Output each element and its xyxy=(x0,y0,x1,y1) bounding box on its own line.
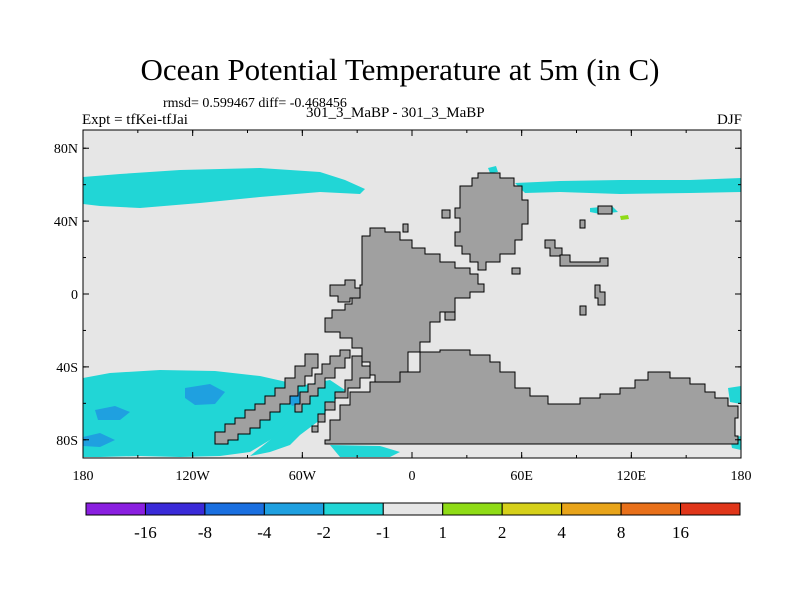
experiment-label: Expt = tfKei-tfJai xyxy=(82,112,188,128)
anomaly-region xyxy=(83,370,320,457)
land-mass xyxy=(454,172,529,271)
x-tick-label: 120W xyxy=(176,469,211,484)
colorbar-swatch xyxy=(85,502,146,516)
x-tick-label: 60E xyxy=(510,469,533,484)
x-tick-label: 0 xyxy=(409,469,416,484)
center-label: 301_3_MaBP - 301_3_MaBP xyxy=(306,105,485,121)
land-mass xyxy=(579,219,586,229)
land-mass xyxy=(294,349,351,413)
season-label: DJF xyxy=(716,112,742,128)
anomaly-region xyxy=(515,178,741,194)
anomaly-region xyxy=(488,166,498,173)
colorbar-swatch xyxy=(204,502,265,516)
x-tick-label: 60W xyxy=(289,469,317,484)
land-mass xyxy=(444,311,456,321)
land-mass xyxy=(579,305,587,316)
land-mass xyxy=(214,353,319,445)
y-tick-label: 40S xyxy=(56,361,78,376)
land-mass xyxy=(329,279,361,303)
anomaly-region xyxy=(728,386,741,404)
anomaly-region xyxy=(185,384,225,405)
land-mass xyxy=(324,227,485,383)
x-tick-label: 120E xyxy=(617,469,647,484)
colorbar-label: -4 xyxy=(257,523,272,542)
chart-title: Ocean Potential Temperature at 5m (in C) xyxy=(140,52,660,87)
y-tick-label: 0 xyxy=(71,288,78,303)
colorbar-label: 4 xyxy=(557,523,566,542)
colorbar-label: -16 xyxy=(134,523,157,542)
anomaly-region xyxy=(250,380,345,456)
colorbar-swatch xyxy=(620,502,682,516)
x-tick-label: 180 xyxy=(731,469,752,484)
x-tick-label: 180 xyxy=(73,469,94,484)
colorbar-swatch xyxy=(501,502,563,516)
colorbar-swatch xyxy=(382,502,444,516)
y-tick-label: 80N xyxy=(54,142,78,157)
colorbar-swatch xyxy=(561,502,622,516)
colorbar-swatch xyxy=(442,502,503,516)
colorbar-swatch xyxy=(680,502,741,516)
land-mass xyxy=(594,284,606,306)
land-mass xyxy=(324,349,739,445)
colorbar-label: -8 xyxy=(198,523,212,542)
colorbar-label: 2 xyxy=(498,523,507,542)
colorbar-label: 8 xyxy=(617,523,626,542)
colorbar-swatch xyxy=(263,502,325,516)
anomaly-region xyxy=(330,445,400,457)
land-mass xyxy=(441,209,451,219)
stats-text: rmsd= 0.599467 diff= -0.468456 xyxy=(163,96,347,111)
colorbar-label: -1 xyxy=(376,523,390,542)
anomaly-region xyxy=(95,406,130,420)
colorbar-swatch xyxy=(144,502,206,516)
anomaly-region xyxy=(83,168,365,208)
land-mass xyxy=(597,205,613,215)
colorbar-label: 1 xyxy=(438,523,447,542)
anomaly-region xyxy=(83,433,115,447)
colorbar-swatch xyxy=(323,502,384,516)
colorbar-label: -2 xyxy=(317,523,331,542)
y-tick-label: 80S xyxy=(56,434,78,449)
land-mass xyxy=(402,223,409,233)
anomaly-region xyxy=(620,215,629,220)
land-mass xyxy=(511,267,521,275)
colorbar-label: 16 xyxy=(672,523,689,542)
y-tick-label: 40N xyxy=(54,215,78,230)
land-mass xyxy=(311,355,371,433)
land-mass xyxy=(559,254,609,267)
